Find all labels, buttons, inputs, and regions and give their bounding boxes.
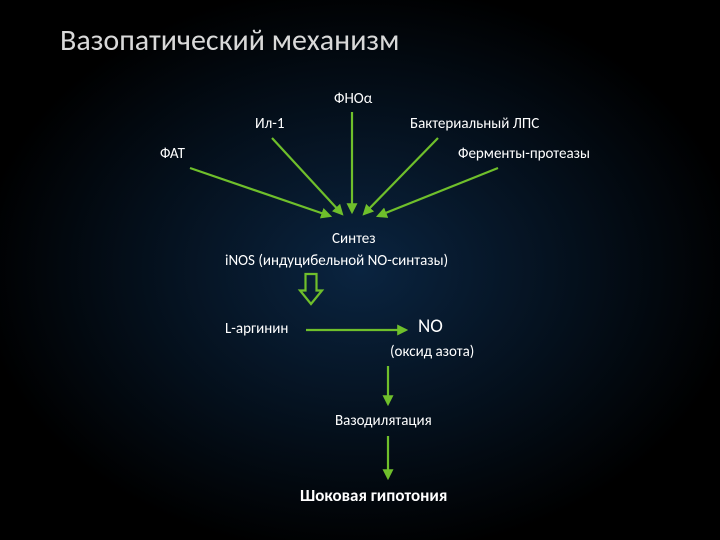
slide: Вазопатический механизм ФНОα Ил-1 Бактер…: [0, 0, 720, 540]
label-inos: iNOS (индуцибельной NO-синтазы): [225, 252, 448, 270]
label-prot: Ферменты-протеазы: [458, 145, 590, 163]
label-fat: ФАТ: [160, 145, 185, 163]
slide-title: Вазопатический механизм: [60, 22, 399, 59]
label-oxide: (оксид азота): [390, 343, 474, 361]
label-vaso: Вазодилятация: [335, 412, 432, 430]
label-sintez: Синтез: [332, 230, 376, 248]
slide-background: [0, 0, 720, 540]
label-no: NO: [418, 315, 443, 338]
label-fnoa: ФНОα: [334, 90, 372, 108]
label-lps: Бактериальный ЛПС: [410, 115, 539, 133]
label-larg: L-аргинин: [225, 320, 288, 338]
label-shock: Шоковая гипотония: [300, 485, 447, 506]
label-il1: Ил-1: [255, 115, 284, 133]
